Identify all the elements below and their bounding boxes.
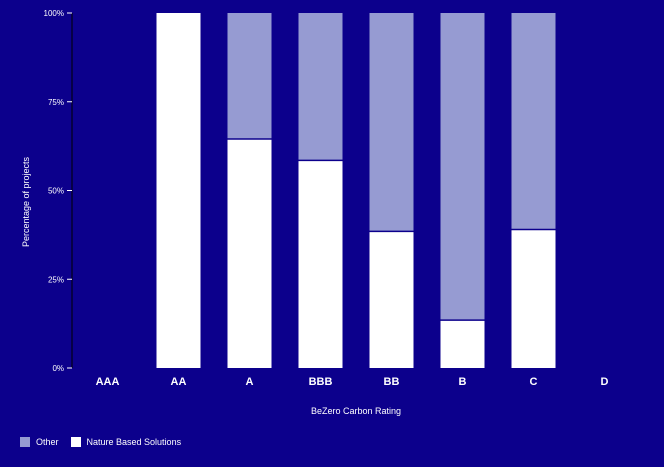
x-tick-label-a: A [246, 376, 254, 388]
y-tick-label: 75% [48, 98, 64, 107]
bar-a-other[interactable] [227, 13, 272, 140]
x-tick-label-d: D [601, 376, 609, 388]
legend-item-other[interactable]: Other [20, 437, 59, 447]
y-tick-label: 100% [44, 9, 64, 18]
x-tick-label-b: B [459, 376, 467, 388]
legend: Other Nature Based Solutions [20, 437, 193, 447]
y-tick-label: 25% [48, 275, 64, 284]
y-axis-title: Percentage of projects [21, 156, 31, 247]
bar-aa-nature-based-solutions[interactable] [156, 13, 201, 368]
bar-a-nature-based-solutions[interactable] [227, 139, 272, 368]
legend-item-nature-based-solutions[interactable]: Nature Based Solutions [70, 437, 182, 447]
bar-b-nature-based-solutions[interactable] [440, 320, 485, 368]
x-tick-label-aaa: AAA [96, 376, 120, 388]
x-tick-label-bbb: BBB [309, 376, 333, 388]
x-axis-title: BeZero Carbon Rating [311, 406, 401, 416]
bar-bbb-nature-based-solutions[interactable] [298, 160, 343, 368]
x-tick-label-aa: AA [171, 376, 187, 388]
bar-c-other[interactable] [511, 13, 556, 230]
bars [156, 13, 556, 368]
legend-swatch-nature-based-solutions [70, 437, 81, 447]
bar-bbb-other[interactable] [298, 13, 343, 161]
bar-c-nature-based-solutions[interactable] [511, 229, 556, 368]
legend-label-other: Other [36, 437, 59, 447]
y-tick-label: 50% [48, 187, 64, 196]
bar-bb-other[interactable] [369, 13, 414, 232]
x-axis: AAA AA A BBB BB B C D [96, 376, 609, 388]
legend-swatch-other [20, 437, 30, 447]
x-tick-label-bb: BB [384, 376, 400, 388]
bar-b-other[interactable] [440, 13, 485, 321]
legend-label-nature-based-solutions: Nature Based Solutions [86, 437, 182, 447]
y-axis: 0% 25% 50% 75% 100% [44, 9, 73, 373]
y-tick-label: 0% [52, 364, 64, 373]
bar-bb-nature-based-solutions[interactable] [369, 231, 414, 368]
x-tick-label-c: C [530, 376, 538, 388]
